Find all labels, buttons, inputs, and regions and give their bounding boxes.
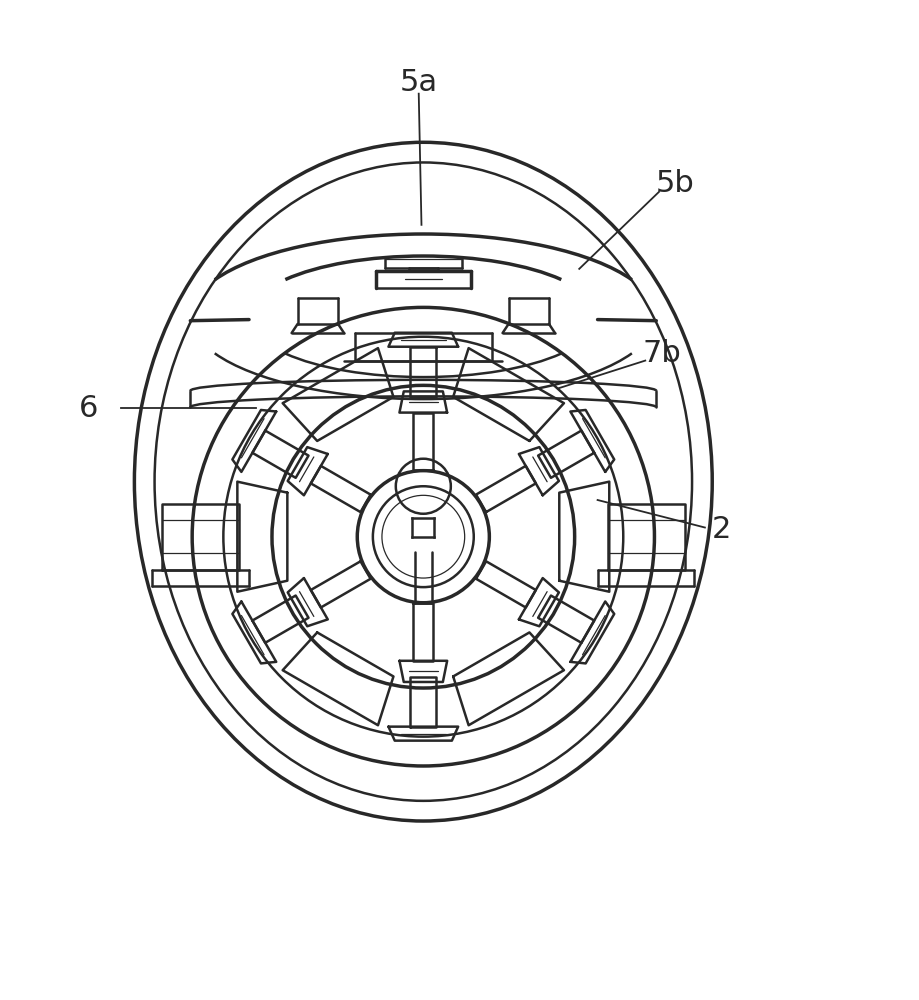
Text: 5a: 5a	[399, 68, 437, 97]
Text: 7b: 7b	[641, 339, 680, 368]
Text: 2: 2	[711, 515, 731, 544]
Text: 6: 6	[79, 394, 98, 423]
Text: 5b: 5b	[655, 169, 694, 198]
